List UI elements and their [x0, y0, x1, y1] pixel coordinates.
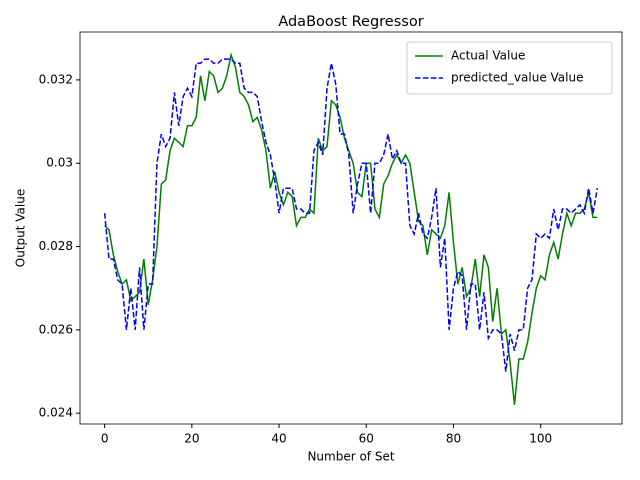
- x-tick-label: 0: [101, 432, 109, 446]
- data-line: [103, 58, 599, 372]
- plot-frame: [79, 31, 623, 425]
- x-tick-label: 20: [184, 432, 199, 446]
- x-axis-label: Number of Set: [307, 450, 394, 464]
- x-tick-label: 40: [271, 432, 286, 446]
- x-tick-label: 80: [446, 432, 461, 446]
- chart-title: AdaBoost Regressor: [278, 14, 423, 30]
- y-tick-label: 0.03: [46, 156, 73, 170]
- y-tick-label: 0.024: [39, 406, 73, 420]
- legend-box: [406, 41, 613, 95]
- x-tick-label: 60: [359, 432, 374, 446]
- legend-label: Actual Value: [451, 49, 525, 63]
- y-tick-label: 0.032: [39, 72, 73, 86]
- y-tick-label: 0.028: [39, 239, 73, 253]
- x-tick-label: 100: [529, 432, 552, 446]
- y-tick-label: 0.026: [39, 322, 73, 336]
- legend-label: predicted_value Value: [451, 71, 583, 85]
- y-axis-label: Output Value: [14, 189, 28, 267]
- data-line: [104, 52, 598, 405]
